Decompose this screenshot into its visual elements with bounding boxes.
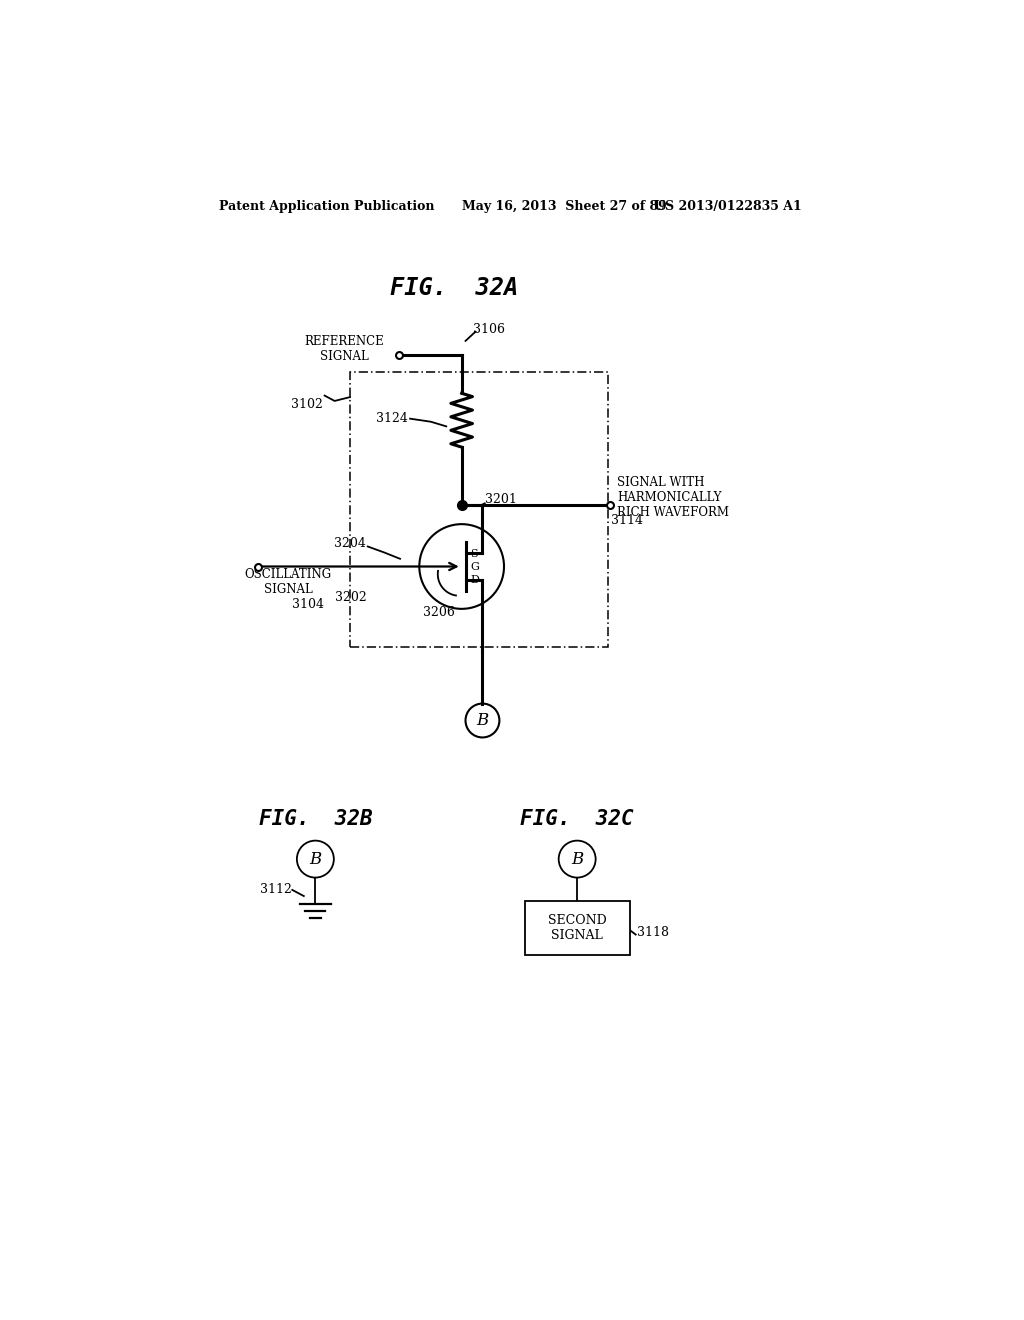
Text: OSCILLATING
SIGNAL: OSCILLATING SIGNAL — [245, 568, 332, 595]
Text: May 16, 2013  Sheet 27 of 89: May 16, 2013 Sheet 27 of 89 — [462, 199, 667, 213]
Text: FIG.  32A: FIG. 32A — [390, 276, 518, 300]
Text: 3201: 3201 — [484, 492, 517, 506]
Text: D: D — [470, 576, 479, 585]
Text: 3204: 3204 — [334, 537, 366, 550]
Text: SECOND
SIGNAL: SECOND SIGNAL — [548, 915, 606, 942]
Text: B: B — [571, 850, 584, 867]
Text: SIGNAL WITH
HARMONICALLY
RICH WAVEFORM: SIGNAL WITH HARMONICALLY RICH WAVEFORM — [617, 475, 729, 519]
Text: B: B — [309, 850, 322, 867]
Bar — [524, 902, 630, 956]
Text: 3118: 3118 — [637, 925, 670, 939]
Text: FIG.  32C: FIG. 32C — [520, 809, 634, 829]
Text: 3202: 3202 — [335, 591, 367, 603]
Text: 3102: 3102 — [291, 399, 323, 412]
Text: S: S — [470, 549, 478, 560]
Text: 3114: 3114 — [611, 513, 643, 527]
Text: REFERENCE
SIGNAL: REFERENCE SIGNAL — [305, 335, 384, 363]
Text: 3206: 3206 — [423, 606, 455, 619]
Text: 3106: 3106 — [473, 323, 505, 335]
Text: B: B — [476, 711, 488, 729]
Text: Patent Application Publication: Patent Application Publication — [219, 199, 434, 213]
Text: 3124: 3124 — [376, 412, 408, 425]
Text: FIG.  32B: FIG. 32B — [258, 809, 372, 829]
Text: 3104: 3104 — [292, 598, 325, 611]
Bar — [350, 372, 608, 647]
Text: 3112: 3112 — [260, 883, 292, 896]
Text: US 2013/0122835 A1: US 2013/0122835 A1 — [654, 199, 802, 213]
Text: G: G — [470, 562, 479, 573]
